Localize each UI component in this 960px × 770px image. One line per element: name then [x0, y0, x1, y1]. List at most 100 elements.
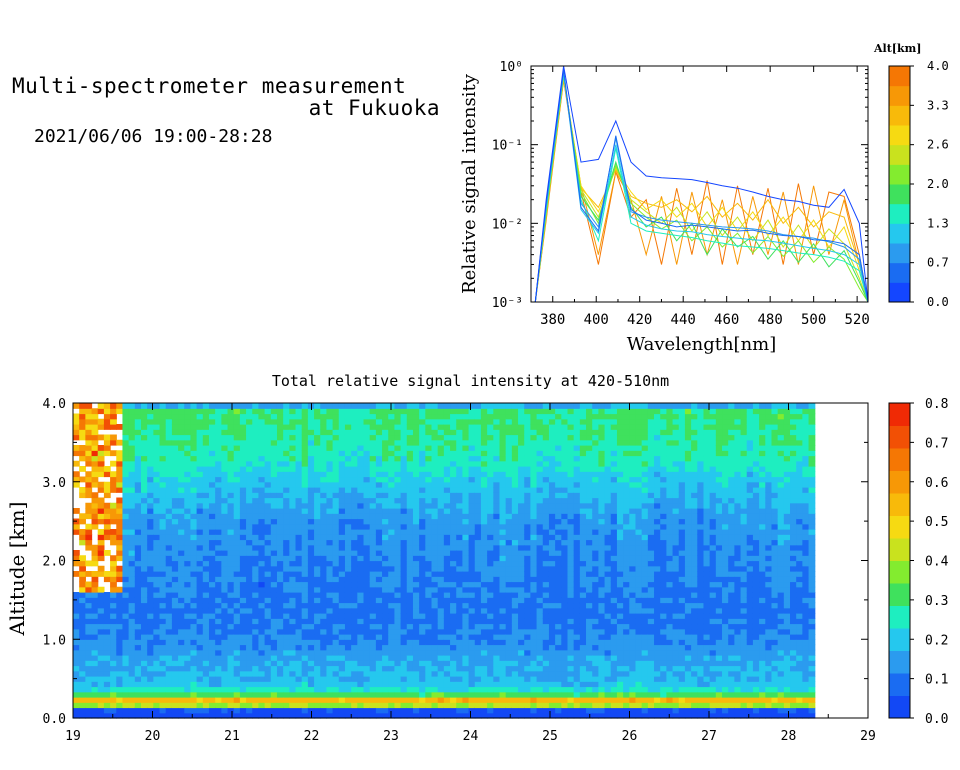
- heatmap-cell: [480, 555, 488, 562]
- heatmap-cell: [344, 481, 352, 488]
- heatmap-cell: [419, 644, 426, 651]
- heatmap-cell: [493, 534, 501, 541]
- heatmap-cell: [140, 697, 148, 703]
- heatmap-cell: [344, 639, 352, 646]
- heatmap-cell: [153, 586, 161, 593]
- heatmap-cell: [344, 466, 352, 472]
- heatmap-cell: [536, 497, 544, 504]
- heatmap-cell: [276, 634, 284, 640]
- heatmap-cell: [97, 681, 105, 688]
- heatmap-cell: [474, 439, 482, 446]
- heatmap-cell: [295, 439, 303, 446]
- heatmap-cell: [221, 623, 229, 630]
- heatmap-cell: [573, 481, 581, 488]
- heatmap-cell: [542, 560, 550, 567]
- heatmap-cell: [530, 450, 538, 457]
- heatmap-cell: [307, 539, 315, 546]
- heatmap-cell: [178, 424, 185, 430]
- heatmap-cell: [227, 686, 235, 693]
- heatmap-cell: [178, 523, 185, 530]
- heatmap-cell: [239, 644, 247, 651]
- heatmap-cell: [196, 623, 204, 630]
- heatmap-cell: [487, 602, 494, 609]
- heatmap-cell: [388, 623, 396, 630]
- heatmap-cell: [258, 649, 266, 656]
- heatmap-cell: [394, 670, 402, 677]
- heatmap-cell: [227, 639, 235, 646]
- heatmap-cell: [419, 686, 426, 693]
- heatmap-cell: [400, 681, 408, 688]
- heatmap-cell: [153, 618, 161, 625]
- heatmap-cell: [239, 523, 247, 530]
- heatmap-cell: [462, 670, 470, 677]
- heatmap-cell: [184, 418, 192, 425]
- heatmap-cell: [134, 434, 142, 441]
- heatmap-cell: [73, 623, 80, 630]
- heatmap-cell: [165, 602, 173, 609]
- heatmap-cell: [419, 529, 426, 535]
- heatmap-cell: [499, 623, 507, 630]
- heatmap-cell: [357, 518, 365, 525]
- heatmap-cell: [159, 571, 167, 577]
- heatmap-cell: [208, 618, 216, 625]
- heatmap-cell: [487, 534, 494, 541]
- heatmap-cell: [338, 518, 346, 525]
- heatmap-cell: [178, 429, 185, 436]
- heatmap-cell: [400, 665, 408, 672]
- heatmap-cell: [505, 628, 513, 635]
- heatmap-cell: [443, 418, 451, 425]
- heatmap-cell: [289, 655, 297, 661]
- heatmap-cell: [351, 660, 358, 667]
- heatmap-cell: [375, 565, 383, 572]
- heatmap-cell: [128, 576, 136, 583]
- heatmap-cell: [165, 518, 173, 525]
- heatmap-cell: [252, 592, 260, 598]
- heatmap-cell: [443, 539, 451, 546]
- heatmap-cell: [97, 607, 105, 614]
- heatmap-cell: [499, 413, 507, 420]
- heatmap-cell: [363, 644, 371, 651]
- heatmap-cell: [443, 707, 451, 714]
- heatmap-cell: [437, 623, 445, 630]
- heatmap-cell: [147, 466, 154, 472]
- heatmap-cell: [443, 697, 451, 703]
- heatmap-cell: [573, 413, 581, 420]
- heatmap-cell: [140, 518, 148, 525]
- heatmap-cell: [437, 607, 445, 614]
- heatmap-cell: [450, 529, 457, 535]
- spectrum-y-tick-label: 10⁻³: [492, 296, 523, 311]
- heatmap-cell: [394, 424, 402, 430]
- heatmap-cell: [443, 655, 451, 661]
- heatmap-cell: [147, 418, 154, 425]
- heatmap-cell: [431, 492, 439, 499]
- heatmap-cell: [369, 712, 377, 719]
- heatmap-cell: [91, 439, 99, 446]
- heatmap-cell: [474, 660, 482, 667]
- heatmap-cell: [511, 618, 519, 625]
- heatmap-cell: [153, 550, 161, 556]
- heatmap-cell: [530, 707, 538, 714]
- heatmap-cell: [171, 602, 179, 609]
- heatmap-cell: [165, 424, 173, 430]
- heatmap-cell: [344, 712, 352, 719]
- heatmap-cell: [394, 686, 402, 693]
- heatmap-cell: [357, 481, 365, 488]
- heatmap-cell: [73, 560, 80, 567]
- heatmap-cell: [190, 607, 198, 614]
- heatmap-cell: [400, 481, 408, 488]
- heatmap-cell: [128, 565, 136, 572]
- heatmap-cell: [110, 586, 117, 593]
- heatmap-cell: [227, 455, 235, 462]
- heatmap-cell: [474, 665, 482, 672]
- heatmap-cell: [524, 502, 531, 509]
- heatmap-cell: [239, 544, 247, 551]
- heatmap-cell: [456, 487, 464, 493]
- heatmap-cell: [227, 508, 235, 514]
- heatmap-cell: [363, 681, 371, 688]
- heatmap-cell: [511, 560, 519, 567]
- heatmap-cell: [456, 702, 464, 709]
- heatmap-cell: [110, 508, 117, 514]
- heatmap-cell: [573, 497, 581, 504]
- heatmap-cell: [122, 686, 130, 693]
- heatmap-cell: [147, 607, 154, 614]
